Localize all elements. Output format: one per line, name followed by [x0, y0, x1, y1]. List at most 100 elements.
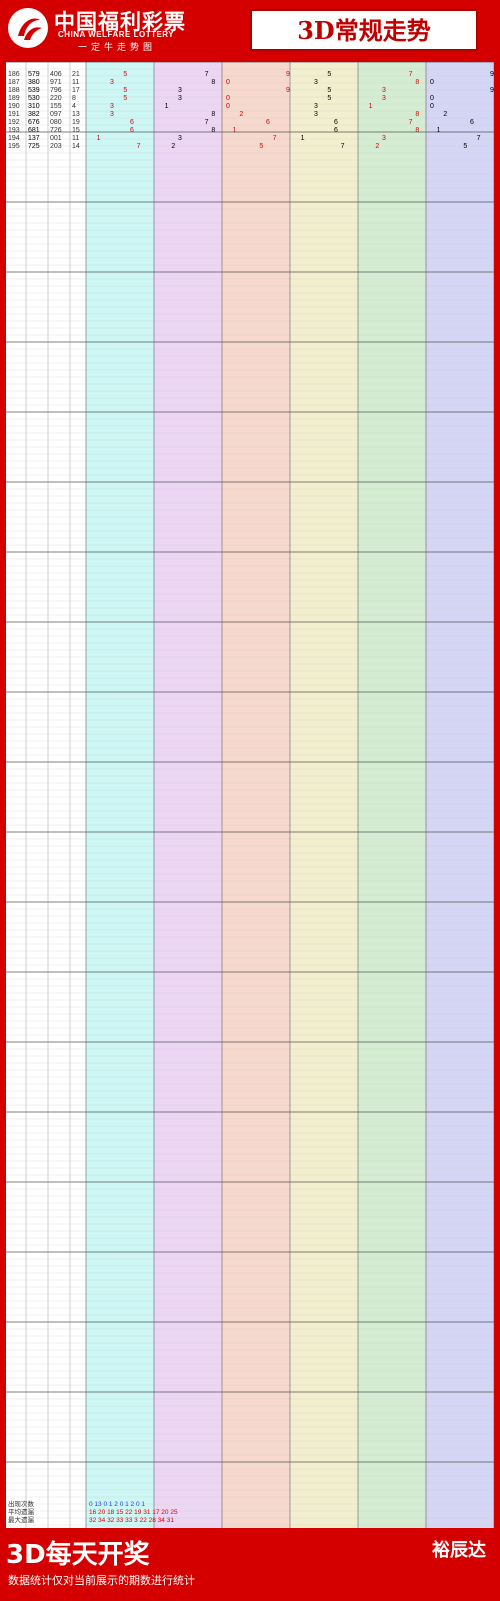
row-test: 080: [50, 119, 62, 126]
trend-digit: 5: [463, 143, 467, 150]
trend-digit: 5: [123, 95, 127, 102]
data-columns-bg: [6, 62, 86, 1528]
row-issue: 192: [8, 119, 20, 126]
row-draw: 382: [28, 111, 40, 118]
page-title: 3D常规走势: [297, 16, 431, 45]
row-test: 155: [50, 103, 62, 110]
title-box: 3D常规走势: [250, 9, 478, 51]
row-test: 406: [50, 71, 62, 78]
zone-1: [86, 62, 154, 1528]
trend-digit: 0: [226, 95, 230, 102]
trend-digit: 1: [233, 127, 237, 134]
trend-digit: 8: [415, 79, 419, 86]
row-sum: 21: [72, 71, 80, 78]
zone-4: [290, 62, 358, 1528]
trend-digit: 6: [266, 119, 270, 126]
footer: 3D每天开奖 数据统计仅对当前展示的期数进行统计 裕辰达: [0, 1528, 500, 1601]
row-sum: 19: [72, 119, 80, 126]
row-draw: 676: [28, 119, 40, 126]
row-test: 097: [50, 111, 62, 118]
trend-digit: 7: [137, 143, 141, 150]
trend-digit: 2: [375, 143, 379, 150]
row-test: 796: [50, 87, 62, 94]
trend-digit: 3: [110, 103, 114, 110]
trend-digit: 3: [382, 95, 386, 102]
trend-digit: 8: [211, 79, 215, 86]
row-draw: 310: [28, 103, 40, 110]
row-draw: 380: [28, 79, 40, 86]
trend-digit: 0: [226, 103, 230, 110]
trend-digit: 7: [205, 71, 209, 78]
row-sum: 13: [72, 111, 80, 118]
row-sum: 11: [72, 79, 79, 86]
brand-name-cn: 中国福利彩票: [54, 10, 186, 34]
trend-digit: 5: [327, 87, 331, 94]
trend-digit: 6: [130, 119, 134, 126]
summary-values: 0 13 0 1 2 0 1 2 0 1: [89, 1501, 145, 1508]
trend-digit: 3: [110, 111, 114, 118]
zone-3: [222, 62, 290, 1528]
trend-digit: 7: [205, 119, 209, 126]
row-draw: 725: [28, 143, 40, 150]
trend-digit: 0: [226, 79, 230, 86]
trend-digit: 7: [341, 143, 345, 150]
trend-digit: 3: [110, 79, 114, 86]
row-test: 001: [50, 135, 62, 142]
row-sum: 15: [72, 127, 80, 134]
row-sum: 8: [72, 95, 76, 102]
trend-digit: 5: [123, 87, 127, 94]
row-draw: 579: [28, 71, 40, 78]
trend-digit: 5: [327, 95, 331, 102]
row-issue: 191: [8, 111, 20, 118]
trend-digit: 9: [490, 87, 494, 94]
trend-digit: 9: [490, 71, 494, 78]
zone-6: [426, 62, 494, 1528]
zone-2: [154, 62, 222, 1528]
row-issue: 195: [8, 143, 20, 150]
summary-label: 出现次数: [8, 1499, 35, 1508]
row-sum: 17: [72, 87, 80, 94]
row-grid: [6, 62, 494, 1526]
row-test: 220: [50, 95, 62, 102]
trend-digit: 5: [259, 143, 263, 150]
brand-name-en: CHINA WELFARE LOTTERY: [58, 30, 175, 39]
trend-digit: 7: [409, 119, 413, 126]
row-issue: 189: [8, 95, 20, 102]
trend-digit: 5: [327, 71, 331, 78]
row-sum: 11: [72, 135, 79, 142]
trend-digit: 6: [470, 119, 474, 126]
summary-values: 16 20 18 15 22 19 31 17 20 25: [89, 1509, 178, 1516]
trend-digit: 9: [286, 87, 290, 94]
trend-digit: 3: [382, 135, 386, 142]
trend-digit: 3: [178, 87, 182, 94]
row-draw: 137: [28, 135, 40, 142]
trend-digit: 8: [415, 111, 419, 118]
row-draw: 539: [28, 87, 40, 94]
row-issue: 187: [8, 79, 20, 86]
row-test: 726: [50, 127, 62, 134]
header: 中国福利彩票 CHINA WELFARE LOTTERY 一定牛走势图 3D常规…: [0, 0, 500, 62]
row-sum: 14: [72, 143, 80, 150]
trend-digit: 5: [123, 71, 127, 78]
trend-digit: 7: [477, 135, 481, 142]
trend-digit: 2: [171, 143, 175, 150]
trend-digit: 7: [409, 71, 413, 78]
trend-digit: 1: [369, 103, 373, 110]
trend-digit: 0: [430, 103, 434, 110]
trend-digit: 6: [130, 127, 134, 134]
row-sum: 4: [72, 103, 76, 110]
footer-note: 数据统计仅对当前展示的期数进行统计: [8, 1574, 195, 1587]
trend-digit: 3: [314, 103, 318, 110]
row-issue: 194: [8, 135, 20, 142]
trend-digit: 3: [314, 111, 318, 118]
trend-digit: 8: [211, 111, 215, 118]
row-draw: 681: [28, 127, 40, 134]
footer-headline: 3D每天开奖: [6, 1540, 150, 1570]
trend-digit: 6: [334, 119, 338, 126]
trend-digit: 8: [211, 127, 215, 134]
trend-digit: 0: [430, 95, 434, 102]
row-issue: 188: [8, 87, 20, 94]
zone-5: [358, 62, 426, 1528]
trend-digit: 1: [301, 135, 305, 142]
